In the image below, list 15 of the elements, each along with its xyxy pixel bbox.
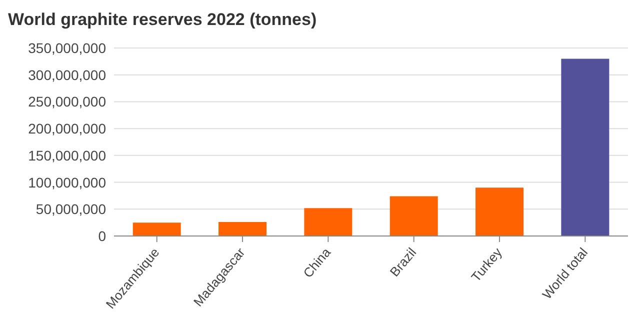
bar [304,208,352,236]
y-tick-label: 200,000,000 [28,120,106,137]
y-tick-label: 100,000,000 [28,174,106,190]
bar [476,188,524,236]
y-tick-label: 0 [98,228,106,244]
bar [218,222,267,236]
y-tick-label: 150,000,000 [28,147,106,164]
bar [390,196,438,236]
y-tick-label: 300,000,000 [28,66,106,83]
y-tick-label: 50,000,000 [36,201,106,218]
chart-title: World graphite reserves 2022 (tonnes) [8,9,318,31]
y-tick-label: 350,000,000 [28,40,106,56]
bar [132,222,181,236]
bar [561,58,610,236]
y-tick-label: 250,000,000 [28,94,106,110]
